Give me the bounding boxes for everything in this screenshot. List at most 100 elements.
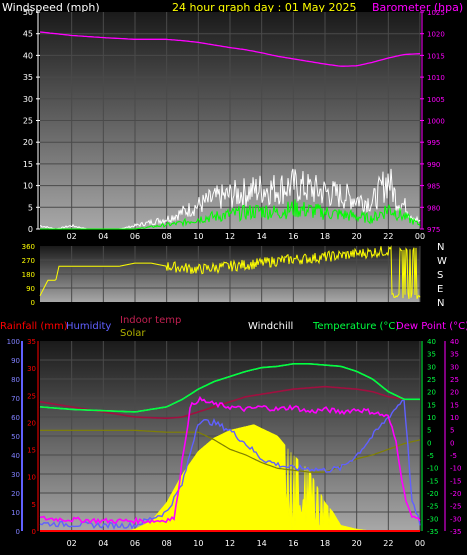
rain-tick-label: 0 [32, 528, 36, 536]
graph-title: 24 hour graph day : 01 May 2025 [172, 1, 357, 14]
barometer-axis-title: Barometer (hpa) [372, 1, 463, 14]
direction-tick-label: 90 [26, 285, 35, 293]
wind-series [39, 31, 421, 230]
temperature-tick-label: 30 [427, 363, 436, 371]
legend-indoor-temp: Indoor temp [120, 315, 181, 326]
compass-label: E [437, 284, 443, 295]
x-tick-label-bottom: 18 [320, 539, 330, 548]
wind-tick-label: 20 [23, 138, 33, 147]
temperature-panel: 010203040506070809010005101520253035-35-… [7, 338, 462, 536]
x-tick-label-top: 10 [193, 232, 203, 241]
humidity-tick-label: 80 [11, 376, 20, 384]
legend-temperature: Temperature (°C) [312, 321, 399, 332]
rain-tick-label: 15 [27, 447, 36, 455]
x-tick-label-top: 04 [98, 232, 108, 241]
legend-dew-point: Dew Point (°C) [396, 321, 467, 332]
x-axis-ticks: 02 02 04 04 06 06 08 08 10 10 12 12 14 14 16 16 18 18 20 20… [67, 232, 426, 548]
barometer-tick-label: 1005 [427, 96, 445, 104]
direction-tick-label: 180 [22, 271, 35, 279]
wind-average-line [40, 199, 421, 230]
direction-tick-label: 360 [22, 243, 35, 251]
barometer-tick-label: 990 [427, 161, 440, 169]
legend-solar: Solar [120, 328, 146, 339]
wind-axis-ticks: 0510152025303540455097598098599099510001… [23, 8, 445, 234]
x-tick-label-top: 14 [257, 232, 267, 241]
x-tick-label-bottom: 02 [67, 539, 77, 548]
x-tick-label-top: 12 [225, 232, 235, 241]
dewpoint-tick-label: 25 [450, 376, 459, 384]
wind-tick-label: 10 [23, 182, 33, 191]
x-tick-label-top: 00 [415, 232, 425, 241]
barometer-tick-label: 1015 [427, 52, 445, 60]
wind-barometer-panel: 0510152025303540455097598098599099510001… [23, 8, 445, 234]
temperature-tick-label: 35 [427, 351, 436, 359]
wind-tick-label: 50 [23, 8, 33, 17]
temperature-tick-label: -20 [427, 490, 438, 498]
barometer-tick-label: 1010 [427, 74, 445, 82]
compass-label: W [437, 256, 447, 267]
compass-label: S [437, 270, 443, 281]
dewpoint-tick-label: 30 [450, 363, 459, 371]
dewpoint-tick-label: 35 [450, 351, 459, 359]
x-tick-label-top: 16 [288, 232, 298, 241]
dew-point-line [39, 395, 421, 526]
x-tick-label-top: 20 [352, 232, 362, 241]
x-tick-label-bottom: 14 [257, 539, 267, 548]
rain-tick-label: 25 [27, 392, 36, 400]
legend-humidity: Humidity [66, 321, 111, 332]
wind-tick-label: 25 [23, 117, 33, 126]
humidity-tick-label: 10 [11, 509, 20, 517]
humidity-tick-label: 30 [11, 471, 20, 479]
temperature-tick-label: 5 [427, 427, 431, 435]
x-tick-label-bottom: 08 [162, 539, 172, 548]
barometer-tick-label: 1025 [427, 9, 445, 17]
direction-tick-label: 0 [31, 299, 35, 307]
humidity-line [39, 398, 421, 530]
dewpoint-tick-label: -10 [450, 465, 461, 473]
legend-rainfall: Rainfall (mm) [0, 321, 68, 332]
barometer-tick-label: 980 [427, 204, 440, 212]
temperature-tick-label: 40 [427, 338, 436, 346]
dewpoint-tick-label: -15 [450, 477, 461, 485]
rain-tick-label: 30 [27, 365, 36, 373]
x-tick-label-bottom: 10 [193, 539, 203, 548]
rain-tick-label: 10 [27, 474, 36, 482]
barometer-tick-label: 1000 [427, 118, 445, 126]
x-tick-label-bottom: 22 [383, 539, 393, 548]
x-tick-label-bottom: 16 [288, 539, 298, 548]
dewpoint-tick-label: -35 [450, 528, 461, 536]
temperature-series [39, 363, 421, 532]
wind-tick-label: 0 [28, 225, 33, 234]
x-tick-label-bottom: 20 [352, 539, 362, 548]
barometer-tick-label: 1020 [427, 31, 445, 39]
temperature-tick-label: -35 [427, 528, 438, 536]
wind-grid [40, 12, 421, 229]
wind-tick-label: 40 [23, 51, 33, 60]
rain-tick-label: 5 [32, 501, 36, 509]
dewpoint-tick-label: 10 [450, 414, 459, 422]
rain-tick-label: 20 [27, 419, 36, 427]
humidity-tick-label: 100 [7, 338, 20, 346]
barometer-tick-label: 995 [427, 139, 440, 147]
temperature-tick-label: 15 [427, 401, 436, 409]
x-tick-label-top: 22 [383, 232, 393, 241]
wind-direction-series [39, 245, 421, 299]
temperature-axis-ticks: 010203040506070809010005101520253035-35-… [7, 338, 462, 536]
solar-line [40, 429, 421, 473]
compass-label: N [437, 298, 444, 309]
dewpoint-tick-label: 40 [450, 338, 459, 346]
temperature-tick-label: 25 [427, 376, 436, 384]
dewpoint-tick-label: 0 [450, 439, 454, 447]
rain-tick-label: 35 [27, 338, 36, 346]
humidity-tick-label: 40 [11, 452, 20, 460]
indoor-temp-line [39, 385, 420, 419]
solar-radiation-area [126, 424, 374, 532]
dewpoint-tick-label: -5 [450, 452, 457, 460]
wind-tick-label: 35 [23, 73, 33, 82]
direction-tick-label: 270 [22, 257, 35, 265]
dewpoint-tick-label: -20 [450, 490, 461, 498]
x-tick-label-top: 02 [67, 232, 77, 241]
legend-windchill: Windchill [248, 321, 293, 332]
